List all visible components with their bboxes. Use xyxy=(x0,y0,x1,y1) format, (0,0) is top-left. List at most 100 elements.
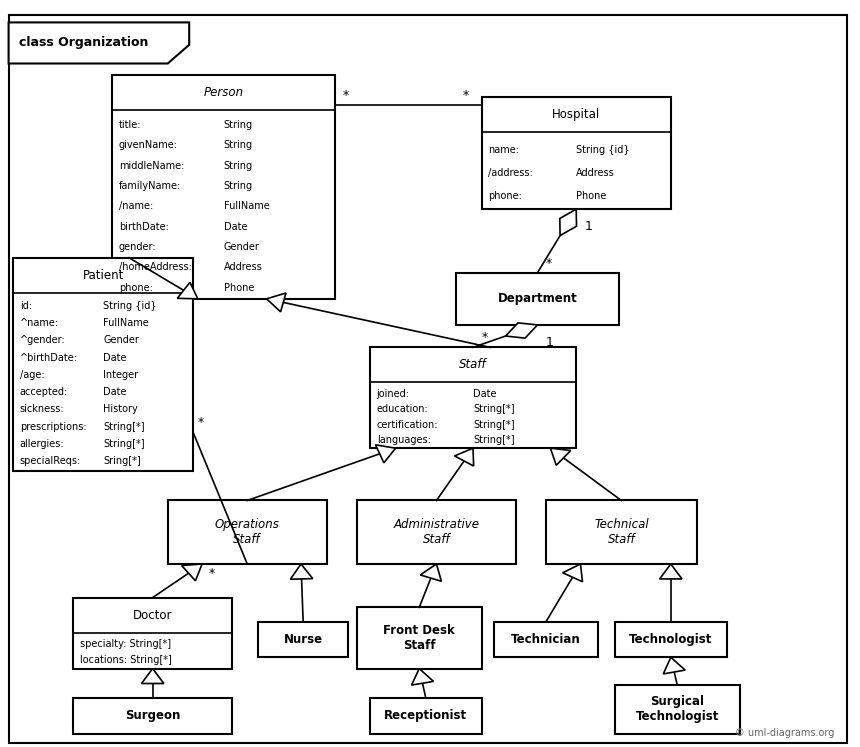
Text: © uml-diagrams.org: © uml-diagrams.org xyxy=(734,728,834,738)
Text: specialty: String[*]: specialty: String[*] xyxy=(80,639,171,649)
FancyBboxPatch shape xyxy=(357,500,516,564)
Text: String[*]: String[*] xyxy=(473,404,514,415)
Polygon shape xyxy=(141,669,163,684)
Polygon shape xyxy=(376,444,396,463)
Text: Phone: Phone xyxy=(576,191,606,202)
Text: Date: Date xyxy=(224,222,247,232)
Text: givenName:: givenName: xyxy=(119,140,178,150)
FancyBboxPatch shape xyxy=(13,258,194,471)
FancyBboxPatch shape xyxy=(73,598,232,669)
FancyBboxPatch shape xyxy=(370,347,576,448)
Text: name:: name: xyxy=(488,145,519,155)
FancyBboxPatch shape xyxy=(546,500,697,564)
Polygon shape xyxy=(9,22,189,63)
Text: Technical
Staff: Technical Staff xyxy=(594,518,648,546)
Text: specialReqs:: specialReqs: xyxy=(20,456,81,466)
Polygon shape xyxy=(421,564,441,581)
FancyBboxPatch shape xyxy=(615,622,727,657)
Polygon shape xyxy=(455,448,474,466)
Text: Receptionist: Receptionist xyxy=(384,709,467,722)
Text: Phone: Phone xyxy=(224,282,254,293)
Text: accepted:: accepted: xyxy=(20,387,68,397)
Text: joined:: joined: xyxy=(377,389,409,399)
Text: Gender: Gender xyxy=(224,242,260,252)
Text: Front Desk
Staff: Front Desk Staff xyxy=(384,624,455,652)
Text: *: * xyxy=(482,332,488,344)
Polygon shape xyxy=(181,564,202,581)
Text: Operations
Staff: Operations Staff xyxy=(215,518,280,546)
Text: languages:: languages: xyxy=(377,435,431,444)
Text: Date: Date xyxy=(103,353,126,362)
Text: *: * xyxy=(546,257,552,270)
Polygon shape xyxy=(291,564,313,579)
Text: Doctor: Doctor xyxy=(133,609,172,622)
Text: gender:: gender: xyxy=(119,242,157,252)
Text: title:: title: xyxy=(119,120,141,130)
Text: class Organization: class Organization xyxy=(19,37,148,49)
Text: ^birthDate:: ^birthDate: xyxy=(20,353,77,362)
Text: Date: Date xyxy=(473,389,496,399)
Text: phone:: phone: xyxy=(119,282,152,293)
Text: Nurse: Nurse xyxy=(284,633,322,646)
Text: /age:: /age: xyxy=(20,370,45,379)
FancyBboxPatch shape xyxy=(112,75,335,299)
Text: String[*]: String[*] xyxy=(473,420,514,430)
Text: Administrative
Staff: Administrative Staff xyxy=(393,518,479,546)
FancyBboxPatch shape xyxy=(370,698,482,734)
Polygon shape xyxy=(412,669,433,685)
Text: /name:: /name: xyxy=(119,202,153,211)
Text: String: String xyxy=(224,181,253,191)
Text: phone:: phone: xyxy=(488,191,522,202)
Text: Department: Department xyxy=(498,292,577,306)
Text: *: * xyxy=(208,568,215,580)
FancyBboxPatch shape xyxy=(615,685,740,734)
Text: String {id}: String {id} xyxy=(103,301,157,311)
Text: education:: education: xyxy=(377,404,428,415)
Text: Person: Person xyxy=(204,86,243,99)
Text: String[*]: String[*] xyxy=(473,435,514,444)
Text: String[*]: String[*] xyxy=(103,438,144,449)
Text: String: String xyxy=(224,120,253,130)
FancyBboxPatch shape xyxy=(258,622,348,657)
Text: Surgeon: Surgeon xyxy=(125,709,181,722)
FancyBboxPatch shape xyxy=(482,97,671,209)
Text: ^name:: ^name: xyxy=(20,318,58,328)
Text: /homeAddress:: /homeAddress: xyxy=(119,262,192,273)
Text: FullName: FullName xyxy=(224,202,269,211)
Text: 1: 1 xyxy=(585,220,593,233)
Polygon shape xyxy=(550,448,571,465)
Text: *: * xyxy=(342,89,348,102)
Text: Surgical
Technologist: Surgical Technologist xyxy=(636,695,719,723)
Text: String {id}: String {id} xyxy=(576,145,630,155)
Text: Date: Date xyxy=(103,387,126,397)
Polygon shape xyxy=(562,564,582,582)
Text: familyName:: familyName: xyxy=(119,181,181,191)
Polygon shape xyxy=(267,293,286,311)
Text: allergies:: allergies: xyxy=(20,438,64,449)
FancyBboxPatch shape xyxy=(357,607,482,669)
Text: 1: 1 xyxy=(546,336,554,349)
Polygon shape xyxy=(177,282,198,299)
Text: History: History xyxy=(103,404,138,415)
Text: *: * xyxy=(198,416,204,429)
Text: certification:: certification: xyxy=(377,420,439,430)
Text: ^gender:: ^gender: xyxy=(20,335,65,345)
Text: Staff: Staff xyxy=(459,359,487,371)
Text: Patient: Patient xyxy=(83,269,124,282)
Text: Sring[*]: Sring[*] xyxy=(103,456,141,466)
FancyBboxPatch shape xyxy=(494,622,598,657)
Text: Hospital: Hospital xyxy=(552,108,600,121)
Text: Technologist: Technologist xyxy=(630,633,712,646)
FancyBboxPatch shape xyxy=(456,273,619,325)
Text: id:: id: xyxy=(20,301,32,311)
Text: Technician: Technician xyxy=(511,633,581,646)
Polygon shape xyxy=(660,564,682,579)
Text: Integer: Integer xyxy=(103,370,138,379)
Text: *: * xyxy=(463,89,469,102)
Text: Gender: Gender xyxy=(103,335,139,345)
Text: birthDate:: birthDate: xyxy=(119,222,169,232)
Text: middleName:: middleName: xyxy=(119,161,184,171)
FancyBboxPatch shape xyxy=(168,500,327,564)
Text: locations: String[*]: locations: String[*] xyxy=(80,655,172,665)
Text: FullName: FullName xyxy=(103,318,149,328)
